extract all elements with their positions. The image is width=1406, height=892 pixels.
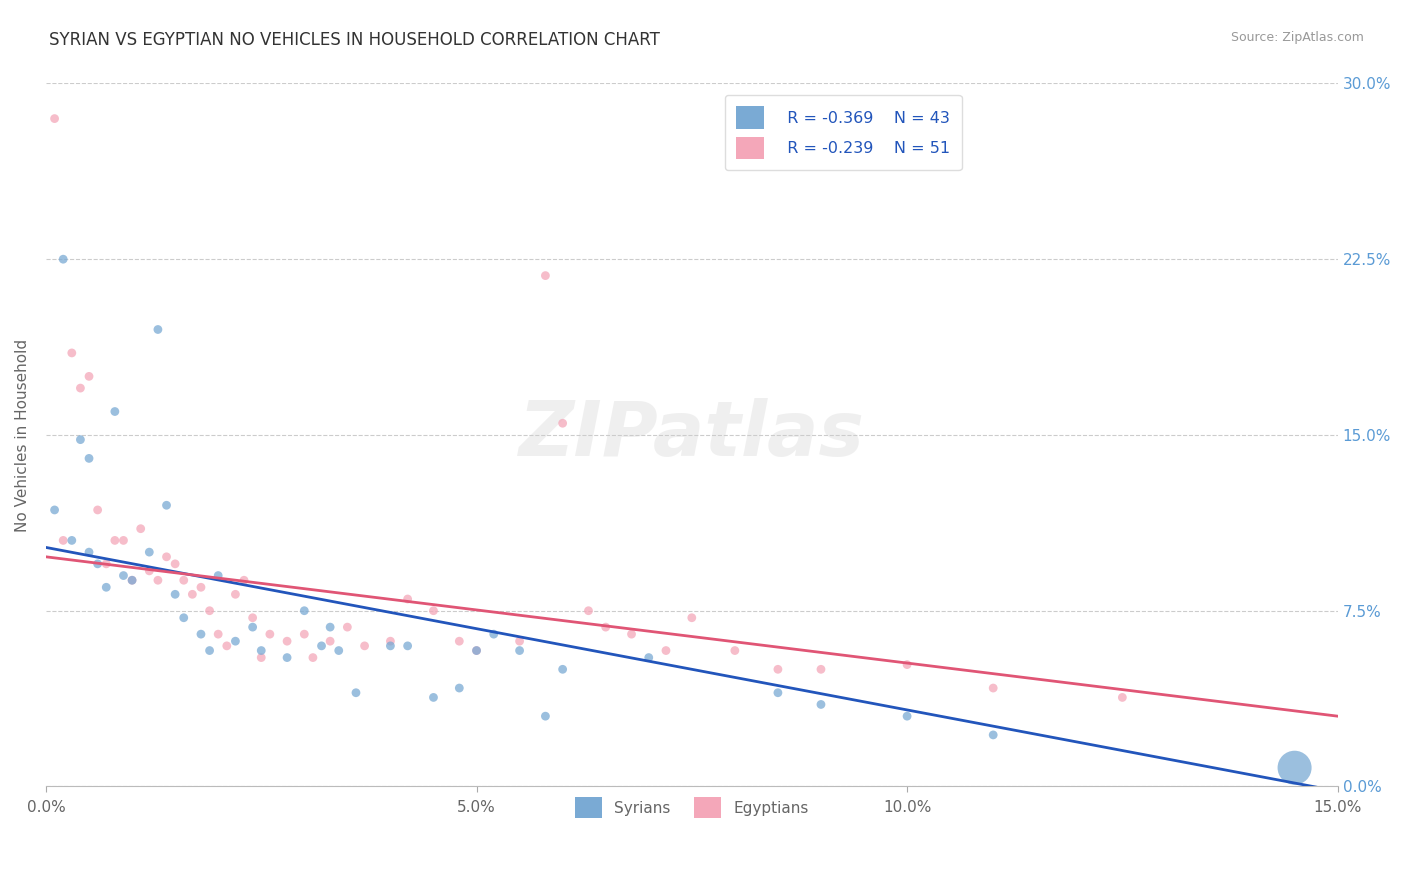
Point	[86, 503, 108, 517]
Point	[981, 728, 1004, 742]
Point	[138, 564, 160, 578]
Point	[146, 322, 169, 336]
Point	[207, 627, 229, 641]
Point	[465, 643, 488, 657]
Point	[207, 568, 229, 582]
Point	[52, 252, 75, 267]
Point	[655, 643, 678, 657]
Point	[190, 580, 212, 594]
Point	[896, 709, 918, 723]
Point	[198, 643, 221, 657]
Point	[224, 634, 246, 648]
Point	[77, 545, 100, 559]
Point	[336, 620, 359, 634]
Point	[96, 580, 118, 594]
Point	[1284, 761, 1306, 775]
Point	[138, 545, 160, 559]
Point	[69, 381, 91, 395]
Point	[112, 568, 135, 582]
Point	[319, 620, 342, 634]
Point	[52, 533, 75, 548]
Point	[1111, 690, 1133, 705]
Point	[250, 650, 273, 665]
Point	[509, 634, 531, 648]
Point	[250, 643, 273, 657]
Point	[233, 574, 256, 588]
Point	[292, 627, 315, 641]
Point	[242, 620, 264, 634]
Point	[86, 557, 108, 571]
Point	[181, 587, 204, 601]
Point	[637, 650, 659, 665]
Point	[259, 627, 281, 641]
Point	[449, 681, 471, 695]
Point	[112, 533, 135, 548]
Point	[104, 533, 127, 548]
Point	[595, 620, 617, 634]
Point	[509, 643, 531, 657]
Point	[810, 662, 832, 676]
Point	[319, 634, 342, 648]
Text: SYRIAN VS EGYPTIAN NO VEHICLES IN HOUSEHOLD CORRELATION CHART: SYRIAN VS EGYPTIAN NO VEHICLES IN HOUSEH…	[49, 31, 659, 49]
Point	[344, 686, 367, 700]
Point	[190, 627, 212, 641]
Point	[766, 662, 789, 676]
Point	[551, 416, 574, 430]
Point	[449, 634, 471, 648]
Point	[173, 611, 195, 625]
Point	[422, 690, 444, 705]
Point	[380, 639, 402, 653]
Point	[60, 346, 83, 360]
Y-axis label: No Vehicles in Household: No Vehicles in Household	[15, 338, 30, 532]
Point	[77, 451, 100, 466]
Point	[302, 650, 325, 665]
Point	[328, 643, 350, 657]
Point	[620, 627, 643, 641]
Point	[810, 698, 832, 712]
Point	[146, 574, 169, 588]
Point	[896, 657, 918, 672]
Point	[482, 627, 505, 641]
Point	[155, 549, 177, 564]
Point	[276, 650, 298, 665]
Legend: Syrians, Egyptians: Syrians, Egyptians	[568, 790, 815, 824]
Point	[242, 611, 264, 625]
Point	[276, 634, 298, 648]
Point	[311, 639, 333, 653]
Point	[165, 587, 187, 601]
Point	[380, 634, 402, 648]
Text: Source: ZipAtlas.com: Source: ZipAtlas.com	[1230, 31, 1364, 45]
Point	[224, 587, 246, 601]
Point	[198, 604, 221, 618]
Point	[165, 557, 187, 571]
Point	[121, 574, 143, 588]
Point	[766, 686, 789, 700]
Point	[681, 611, 703, 625]
Point	[104, 404, 127, 418]
Point	[422, 604, 444, 618]
Point	[396, 592, 419, 607]
Point	[534, 268, 557, 283]
Point	[60, 533, 83, 548]
Point	[155, 498, 177, 512]
Text: ZIPatlas: ZIPatlas	[519, 398, 865, 472]
Point	[551, 662, 574, 676]
Point	[465, 643, 488, 657]
Point	[534, 709, 557, 723]
Point	[292, 604, 315, 618]
Point	[44, 112, 66, 126]
Point	[396, 639, 419, 653]
Point	[129, 522, 152, 536]
Point	[724, 643, 747, 657]
Point	[77, 369, 100, 384]
Point	[121, 574, 143, 588]
Point	[69, 433, 91, 447]
Point	[981, 681, 1004, 695]
Point	[215, 639, 238, 653]
Point	[96, 557, 118, 571]
Point	[173, 574, 195, 588]
Point	[353, 639, 375, 653]
Point	[44, 503, 66, 517]
Point	[578, 604, 600, 618]
